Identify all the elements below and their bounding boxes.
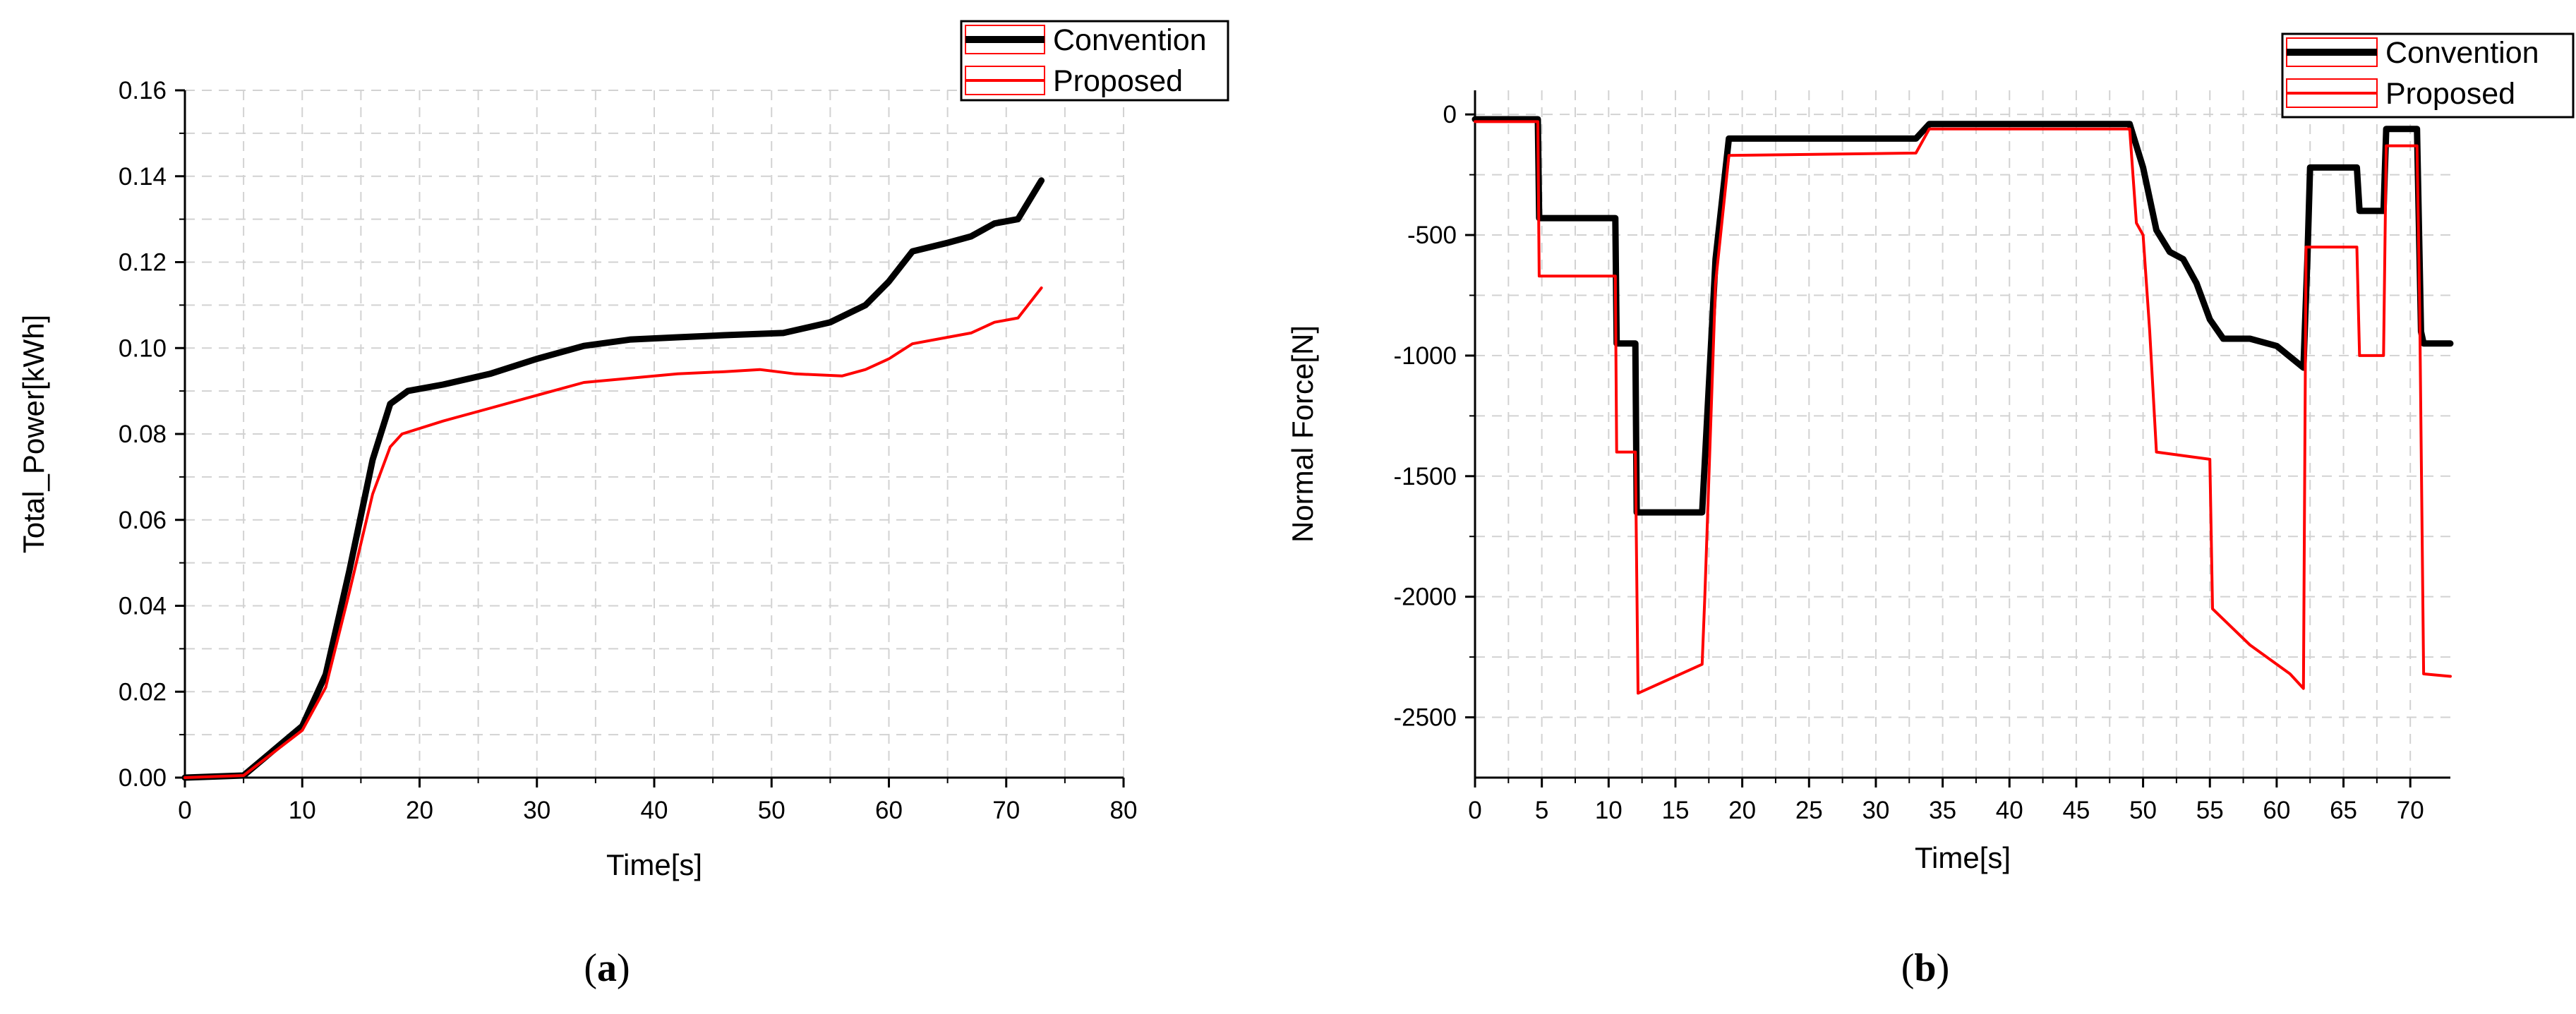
y-axis-label: Normal Force[N] xyxy=(1286,325,1319,543)
x-tick-label: 60 xyxy=(2263,797,2290,824)
y-tick-label: 0.10 xyxy=(119,334,167,362)
series-line-proposed xyxy=(183,286,1043,779)
legend-label: Proposed xyxy=(2385,77,2515,111)
x-tick-label: 55 xyxy=(2196,797,2224,824)
x-axis-label: Time[s] xyxy=(1915,841,2011,874)
y-tick-label: 0.16 xyxy=(119,77,167,104)
x-tick-label: 30 xyxy=(523,797,550,824)
y-tick-label: 0.12 xyxy=(119,249,167,277)
panel-label: b xyxy=(1914,946,1936,990)
x-tick-label: 80 xyxy=(1110,797,1138,824)
y-tick-label: -1500 xyxy=(1393,463,1457,490)
x-tick-label: 50 xyxy=(2129,797,2157,824)
x-tick-label: 70 xyxy=(992,797,1020,824)
series-line-convention xyxy=(1471,116,2454,516)
y-tick-label: 0.08 xyxy=(119,421,167,448)
chart-panel-a: 0 10 20 30 40 50 60 70 80 0.00 0.02 0.04 0.06 0.08 0.1… xyxy=(17,20,1229,990)
series-line-convention xyxy=(181,177,1045,781)
y-tick-label: 0.06 xyxy=(119,507,167,534)
y-tick-label: 0.04 xyxy=(119,593,167,620)
y-tick-label: 0.00 xyxy=(119,764,167,792)
x-tick-label: 35 xyxy=(1929,797,1956,824)
x-tick-label: 0 xyxy=(178,797,191,824)
x-tick-label: 15 xyxy=(1662,797,1690,824)
chart-panel-b: 0 5 10 15 20 25 30 35 40 45 50 55 60 65 70 0 -500 -1000 -1… xyxy=(1286,32,2575,990)
y-tick-label: 0 xyxy=(1443,101,1457,128)
x-tick-label: 10 xyxy=(289,797,316,824)
x-tick-label: 70 xyxy=(2397,797,2424,824)
legend-label: Proposed xyxy=(1053,64,1183,98)
y-tick-label: -2000 xyxy=(1393,584,1457,611)
x-tick-label: 10 xyxy=(1595,797,1623,824)
x-tick-label: 65 xyxy=(2330,797,2357,824)
panel-caption: (b) xyxy=(1901,946,1949,990)
x-tick-label: 30 xyxy=(1862,797,1889,824)
y-tick-label: 0.02 xyxy=(119,678,167,706)
legend-label: Convention xyxy=(1053,23,1207,57)
panel-label: a xyxy=(597,946,617,990)
legend-box xyxy=(2281,32,2575,119)
x-tick-label: 0 xyxy=(1468,797,1481,824)
y-tick-label: -2500 xyxy=(1393,704,1457,732)
y-axis-label: Total_Power[kWh] xyxy=(17,315,50,553)
legend-box xyxy=(960,20,1229,102)
x-tick-label: 40 xyxy=(1996,797,2023,824)
legend-label: Convention xyxy=(2385,36,2539,70)
x-axis-label: Time[s] xyxy=(606,848,702,881)
x-tick-label: 25 xyxy=(1795,797,1823,824)
x-tick-label: 50 xyxy=(758,797,786,824)
x-tick-label: 40 xyxy=(641,797,668,824)
x-tick-label: 20 xyxy=(406,797,433,824)
y-tick-label: 0.14 xyxy=(119,163,167,191)
panel-caption: (a) xyxy=(584,946,630,990)
y-tick-label: -1000 xyxy=(1393,342,1457,370)
x-tick-label: 20 xyxy=(1728,797,1756,824)
x-tick-label: 60 xyxy=(875,797,903,824)
x-tick-label: 45 xyxy=(2062,797,2090,824)
series-line-proposed xyxy=(1474,120,2452,695)
x-tick-label: 5 xyxy=(1535,797,1548,824)
y-tick-label: -500 xyxy=(1407,222,1457,249)
